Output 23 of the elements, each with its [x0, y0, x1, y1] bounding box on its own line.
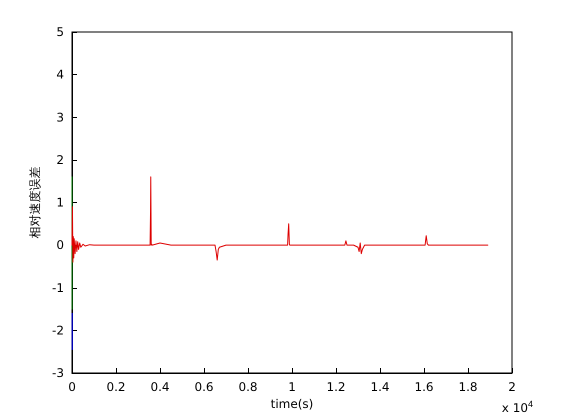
y-tick-label: -2 [52, 323, 64, 338]
x-tick-label: 0.8 [238, 380, 258, 394]
x-tick-label: 1.6 [414, 380, 434, 394]
x-tick-label: 1.2 [326, 380, 346, 394]
x-tick-label: 2 [508, 380, 516, 394]
x-tick-label: 1.8 [458, 380, 478, 394]
y-tick-label: 4 [56, 68, 64, 82]
line-series [72, 176, 488, 263]
y-axis-title: 相对速度误差 [28, 166, 42, 238]
y-tick-label: 5 [56, 25, 64, 39]
y-tick-label: 0 [56, 238, 64, 252]
y-tick-label: 1 [56, 196, 64, 210]
x-tick-label: 1 [288, 380, 296, 394]
x-tick-label: 1.4 [370, 380, 390, 394]
y-tick-label: -1 [52, 280, 64, 295]
y-tick-label: 2 [56, 152, 64, 167]
x-axis-title: time(s) [270, 396, 314, 411]
x-tick-label: 0.4 [150, 380, 170, 394]
x-tick-label: 0 [68, 380, 76, 394]
y-tick-label: 3 [56, 110, 64, 124]
x-tick-label: 0.2 [106, 380, 126, 394]
x-tick-label: 0.6 [194, 380, 214, 394]
y-tick-label: -3 [52, 366, 64, 380]
